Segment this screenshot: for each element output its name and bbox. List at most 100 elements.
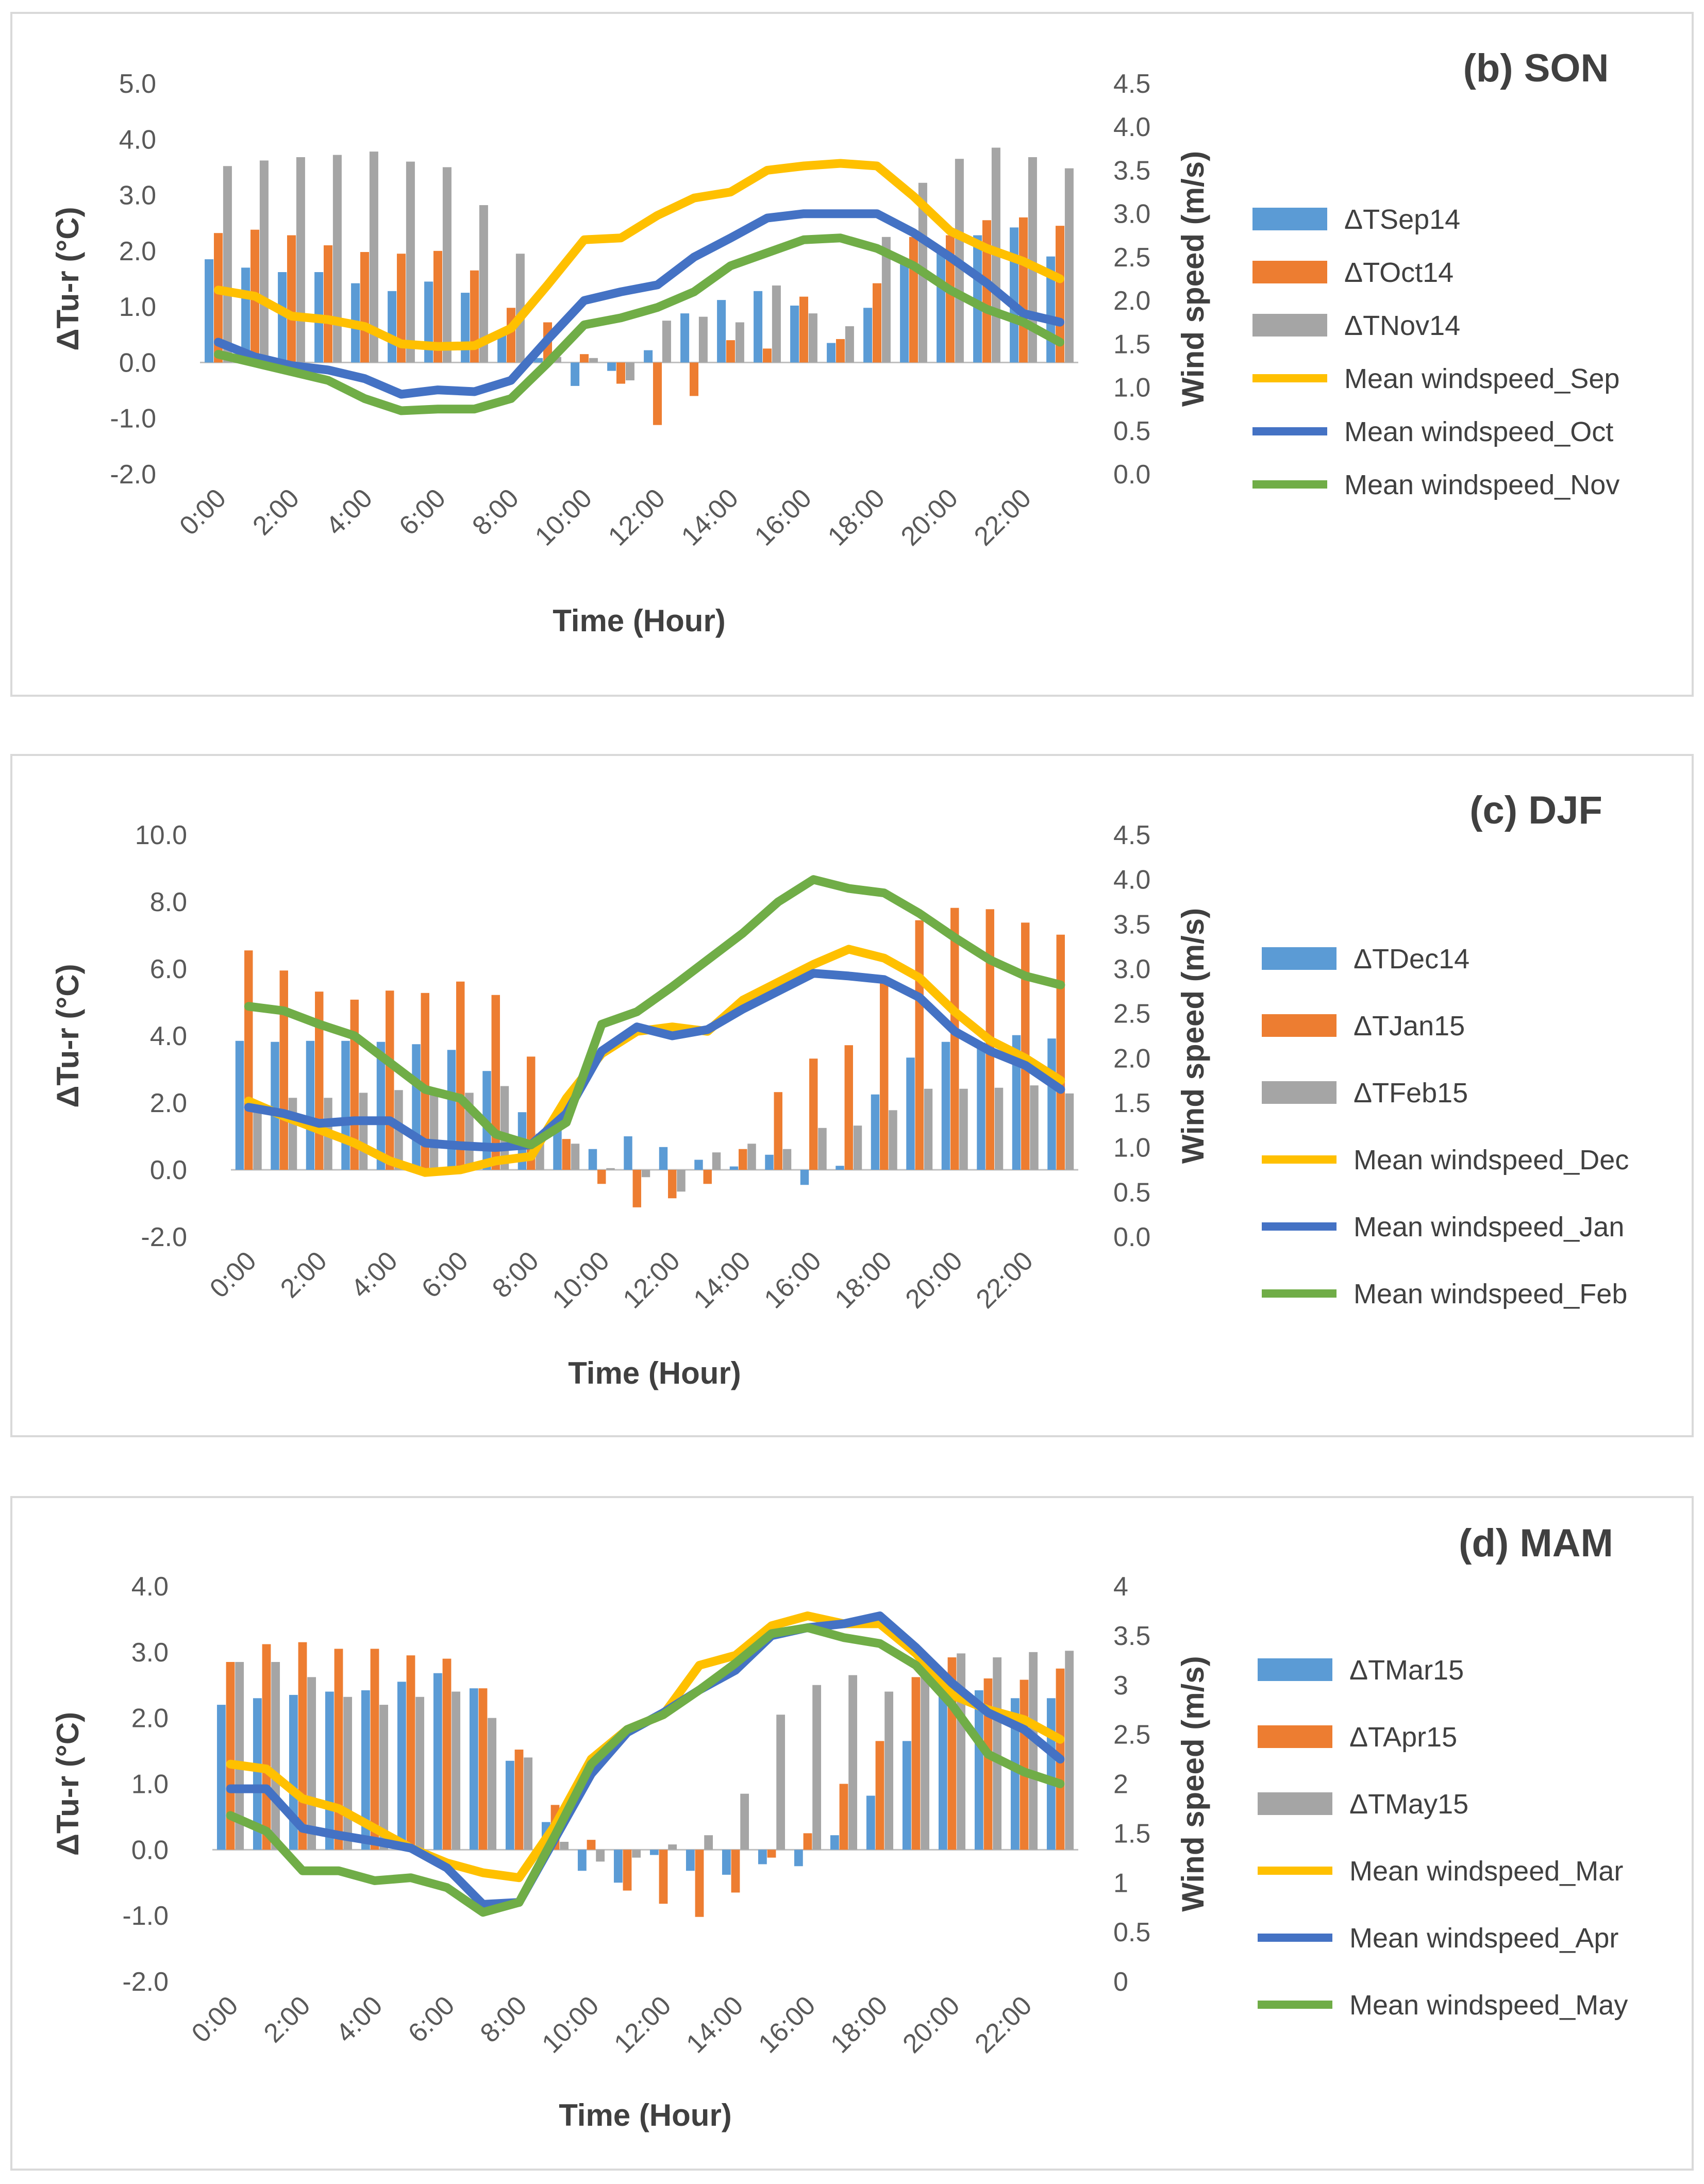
bar-tfeb15 (818, 1128, 827, 1170)
y-tick-label: 3.0 (131, 1638, 169, 1668)
bar-tnov14 (369, 152, 378, 363)
bar-tjan15 (421, 993, 429, 1170)
bar-tapr15 (659, 1850, 668, 1904)
bar-tmar15 (794, 1850, 803, 1867)
bar-tnov14 (589, 358, 598, 363)
bar-tfeb15 (889, 1110, 897, 1170)
y2-axis-title: Wind speed (m/s) (1176, 151, 1210, 407)
line-mean-windspeed_nov (214, 233, 1064, 415)
bar-tapr15 (731, 1850, 740, 1893)
legend-label: ΔTDec14 (1354, 944, 1469, 975)
bar-tapr15 (587, 1840, 596, 1850)
bar-tapr15 (623, 1850, 632, 1891)
bar-tsep14 (1010, 227, 1019, 363)
y-tick-label: 0.0 (119, 348, 156, 378)
legend-swatch (1258, 1792, 1332, 1815)
bar-tfeb15 (429, 1094, 439, 1170)
bar-tmay15 (415, 1696, 425, 1850)
y-tick-label: 4.0 (119, 125, 156, 155)
y2-tick-label: 2.5 (1113, 1720, 1150, 1750)
bar-toct14 (213, 233, 223, 363)
legend-label: Mean windspeed_Apr (1349, 1923, 1618, 1954)
bar-tsep14 (717, 300, 726, 363)
bar-tmay15 (379, 1705, 389, 1850)
bar-tmar15 (722, 1850, 731, 1875)
bar-tfeb15 (994, 1087, 1004, 1170)
bar-tsep14 (937, 252, 946, 363)
bar-tmar15 (758, 1850, 767, 1864)
y2-tick-label: 1.5 (1113, 329, 1150, 359)
bar-tnov14 (698, 316, 708, 363)
bar-tjan15 (279, 970, 288, 1170)
y-tick-label: 2.0 (131, 1704, 169, 1734)
bar-tfeb15 (712, 1152, 721, 1170)
bar-tmay15 (668, 1844, 677, 1850)
bar-tnov14 (406, 161, 415, 363)
panel-title: (c) DJF (1469, 788, 1602, 832)
y2-tick-label: 4.0 (1113, 865, 1150, 895)
bar-toct14 (799, 296, 809, 363)
y-tick-label: 1.0 (119, 292, 156, 322)
bar-tdec14 (271, 1041, 279, 1170)
bar-toct14 (396, 254, 406, 363)
bar-tnov14 (735, 322, 744, 363)
bar-tnov14 (625, 362, 634, 381)
y2-tick-label: 1.5 (1113, 1088, 1150, 1118)
y2-tick-label: 3.0 (1113, 954, 1150, 984)
bar-toct14 (836, 339, 845, 363)
legend-label: Mean windspeed_Nov (1344, 469, 1619, 500)
bar-tapr15 (262, 1644, 271, 1850)
y-tick-label: -2.0 (141, 1222, 187, 1252)
bar-tapr15 (839, 1784, 848, 1850)
bar-tsep14 (534, 358, 543, 363)
y2-tick-label: 1.0 (1113, 1133, 1150, 1163)
bar-tapr15 (875, 1741, 884, 1850)
bar-tmay15 (488, 1718, 497, 1850)
bar-tmay15 (271, 1662, 280, 1850)
bar-tjan15 (597, 1170, 606, 1184)
bar-tdec14 (659, 1147, 668, 1170)
bar-tapr15 (370, 1649, 379, 1850)
bar-tfeb15 (606, 1168, 615, 1170)
bar-tjan15 (632, 1170, 641, 1207)
bar-tdec14 (800, 1170, 809, 1185)
bar-tdec14 (588, 1149, 597, 1170)
bar-tfeb15 (959, 1088, 968, 1170)
y-tick-label: 2.0 (150, 1088, 187, 1118)
y-axis-title: ΔTu-r (°C) (51, 964, 85, 1107)
line-mean-windspeed_jan (244, 969, 1065, 1152)
y-tick-label: 4.0 (150, 1021, 187, 1051)
bar-toct14 (762, 348, 772, 363)
bar-tmar15 (253, 1698, 262, 1850)
bar-tmay15 (307, 1677, 316, 1850)
y2-tick-label: 2.5 (1113, 999, 1150, 1029)
bar-tsep14 (607, 362, 616, 371)
bar-tdec14 (941, 1041, 950, 1170)
legend-swatch (1262, 1081, 1337, 1104)
y2-tick-label: 1 (1113, 1868, 1128, 1898)
bar-tnov14 (662, 321, 671, 363)
bar-tnov14 (845, 326, 854, 363)
bar-tmar15 (433, 1673, 442, 1850)
line-mean-windspeed_may (226, 1623, 1065, 1917)
bar-tjan15 (1056, 934, 1065, 1170)
legend-swatch (1258, 1725, 1332, 1748)
y-axis-title: ΔTu-r (°C) (51, 207, 85, 350)
bar-tapr15 (514, 1750, 524, 1850)
y-tick-label: 3.0 (119, 181, 156, 211)
bar-tdec14 (376, 1041, 386, 1170)
bar-tmay15 (343, 1696, 353, 1850)
bar-tdec14 (235, 1040, 244, 1170)
bar-tnov14 (772, 285, 781, 363)
y-tick-label: 8.0 (150, 887, 187, 917)
bar-tmar15 (974, 1690, 983, 1850)
bar-toct14 (323, 245, 333, 363)
x-axis-title: Time (Hour) (559, 2098, 732, 2132)
y-tick-label: 10.0 (135, 820, 187, 850)
bar-tfeb15 (782, 1149, 792, 1170)
bar-tfeb15 (641, 1170, 650, 1178)
bar-tnov14 (515, 254, 525, 363)
bar-toct14 (1018, 217, 1028, 363)
bar-tnov14 (296, 157, 305, 363)
bar-tsep14 (754, 291, 763, 363)
